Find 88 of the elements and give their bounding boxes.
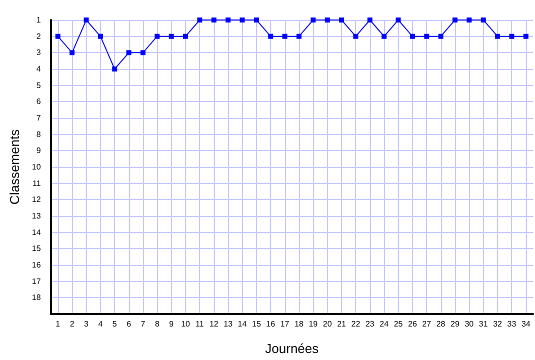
x-tick-label: 26 [408,320,418,328]
x-tick-label: 13 [224,320,234,328]
point [98,34,103,39]
x-tick-label: 6 [126,320,132,328]
x-tick-label: 19 [308,320,318,328]
point [480,18,486,22]
point [140,50,146,56]
point [438,34,444,39]
y-tick-label: 16 [32,260,42,270]
point [268,34,274,39]
point [424,34,430,39]
point [495,34,500,39]
y-tick-label: 17 [32,276,42,286]
point [84,18,89,22]
y-tick-label: 10 [32,162,42,172]
point [324,18,330,22]
x-tick-label: 14 [238,320,248,328]
point [339,18,344,22]
point [523,34,528,39]
x-tick-label: 10 [181,320,191,328]
x-tick-label: 11 [196,320,204,328]
point [126,50,132,56]
y-tick-label: 13 [32,212,42,220]
x-tick-label: 34 [521,320,531,328]
point [183,34,188,39]
x-tick-label: 22 [351,320,361,328]
point [452,18,458,22]
x-tick-label: 23 [365,320,375,328]
y-tick-label: 9 [36,146,42,156]
y-tick-label: 7 [36,114,42,122]
point [466,18,472,22]
y-tick-label: 11 [32,178,42,188]
y-tick-label: 1 [36,16,42,24]
x-tick-label: 17 [280,320,290,328]
x-tick-label: 27 [422,320,432,328]
point [396,18,401,22]
y-tick-label: 18 [32,293,42,302]
point [310,18,316,22]
x-tick-label: 16 [266,320,276,328]
x-tick-label: 18 [294,320,304,328]
x-tick-label: 8 [154,320,160,328]
x-tick-label: 29 [450,320,460,328]
point [154,34,160,39]
x-tick-label: 31 [478,320,488,328]
x-tick-label: 9 [169,320,174,328]
x-tick-label: 4 [98,320,104,328]
y-tick-label: 14 [32,228,42,237]
y-tick-label: 3 [36,48,42,58]
x-tick-label: 33 [507,320,517,328]
x-tick-label: 30 [464,320,474,328]
y-tick-label: 8 [36,130,42,139]
x-tick-label: 2 [70,320,75,328]
x-axis-title: Journées [265,341,320,356]
point [55,34,60,39]
y-tick-label: 15 [32,244,42,254]
point [296,34,302,39]
point [353,34,358,39]
x-tick-label: 20 [322,320,332,328]
x-tick-label: 25 [394,320,404,328]
point [112,66,118,72]
point [70,50,75,56]
x-tick-label: 12 [209,320,219,328]
y-tick-label: 5 [36,80,42,90]
y-tick-label: 6 [36,97,42,106]
y-tick-label: 12 [32,195,42,204]
x-tick-label: 1 [56,320,61,328]
point [168,34,174,39]
x-tick-label: 7 [140,320,146,328]
x-tick-label: 5 [112,320,118,328]
y-axis-title: Classements [7,128,22,205]
x-tick-label: 32 [493,320,503,328]
point [240,18,245,22]
point [197,18,202,22]
x-tick-label: 28 [436,320,446,328]
x-tick-label: 15 [252,320,262,328]
point [226,18,231,22]
point [410,34,415,39]
point [382,34,387,39]
y-tick-label: 4 [36,64,42,74]
x-tick-label: 3 [84,320,90,328]
point [254,18,259,22]
y-tick-label: 2 [36,32,42,41]
x-tick-label: 21 [337,320,347,328]
point [211,18,216,22]
point [282,34,288,39]
point [509,34,514,39]
x-tick-label: 24 [380,320,390,328]
point [367,18,372,22]
